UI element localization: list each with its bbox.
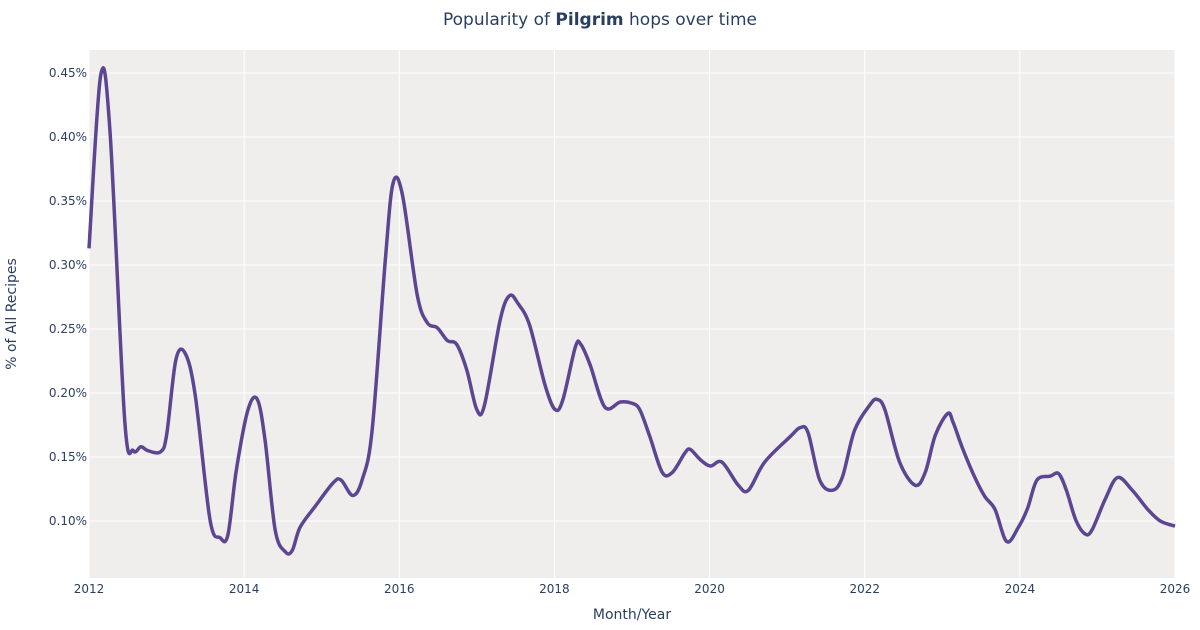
x-tick-label: 2026 <box>1160 582 1191 596</box>
x-tick-label: 2020 <box>694 582 725 596</box>
y-axis-label: % of All Recipes <box>4 258 20 370</box>
x-tick-label: 2014 <box>229 582 260 596</box>
y-tick-label: 0.40% <box>49 130 87 144</box>
y-tick-label: 0.45% <box>49 66 87 80</box>
x-tick-label: 2022 <box>849 582 880 596</box>
x-tick-label: 2012 <box>74 582 105 596</box>
chart-title: Popularity of Pilgrim hops over time <box>443 10 757 30</box>
y-tick-label: 0.30% <box>49 258 87 272</box>
y-tick-label: 0.35% <box>49 194 87 208</box>
plot-area <box>89 50 1175 578</box>
y-tick-label: 0.15% <box>49 450 87 464</box>
x-tick-label: 2016 <box>384 582 415 596</box>
series-line-pilgrim <box>87 66 1176 556</box>
x-axis-label: Month/Year <box>593 607 671 623</box>
y-tick-label: 0.20% <box>49 386 87 400</box>
y-tick-label: 0.25% <box>49 322 87 336</box>
x-tick-label: 2018 <box>539 582 570 596</box>
x-tick-label: 2024 <box>1005 582 1036 596</box>
y-tick-label: 0.10% <box>49 514 87 528</box>
